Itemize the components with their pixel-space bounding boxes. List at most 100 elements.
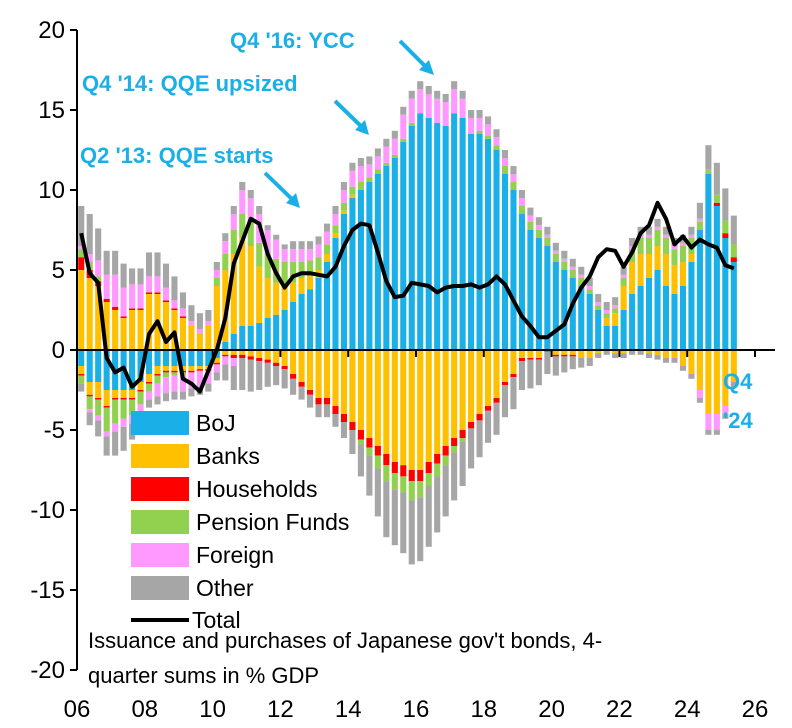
- bar-households: [129, 308, 136, 310]
- legend-swatch-other: [131, 576, 189, 600]
- bar-boj: [722, 238, 729, 350]
- bar-pension-funds: [705, 169, 712, 174]
- bar-banks: [264, 350, 271, 360]
- bar-foreign: [137, 284, 144, 309]
- bar-other: [145, 399, 153, 408]
- bar-banks: [323, 350, 331, 398]
- bar-foreign: [162, 287, 170, 301]
- annotation-arrowhead-qqe-starts: [286, 193, 300, 208]
- bar-other: [476, 420, 483, 458]
- bar-boj: [129, 350, 136, 390]
- bar-banks: [281, 286, 288, 310]
- bar-foreign: [544, 234, 551, 238]
- bar-pension-funds: [544, 238, 551, 246]
- y-tick-label: -15: [30, 577, 65, 604]
- bar-boj: [451, 113, 458, 350]
- bar-foreign: [476, 118, 483, 131]
- bar-foreign: [603, 310, 610, 314]
- bar-pension-funds: [501, 166, 509, 174]
- bar-other: [400, 492, 407, 554]
- bar-boj: [391, 158, 398, 350]
- bar-foreign: [213, 364, 220, 373]
- bar-boj: [400, 142, 407, 350]
- bar-other: [366, 455, 373, 496]
- bar-other: [213, 372, 220, 381]
- x-tick-label: 24: [674, 696, 701, 723]
- bar-other: [510, 377, 517, 410]
- bar-boj: [137, 350, 144, 382]
- bar-other: [561, 356, 568, 373]
- bar-other: [603, 302, 610, 310]
- bar-banks: [137, 382, 144, 390]
- bar-banks: [290, 282, 297, 302]
- bar-boj: [544, 246, 551, 350]
- bar-other: [688, 226, 695, 235]
- bar-other: [239, 358, 246, 390]
- bar-foreign: [171, 375, 178, 392]
- chart-note-line-1: Issuance and purchases of Japanese gov't…: [88, 628, 602, 653]
- bar-pension-funds: [112, 399, 119, 424]
- bar-banks: [383, 350, 390, 454]
- annotation-ycc: Q4 '16: YCC: [230, 28, 355, 53]
- bar-foreign: [205, 370, 212, 384]
- bar-other: [696, 398, 703, 403]
- bar-banks: [688, 254, 695, 262]
- bar-foreign: [196, 329, 203, 334]
- y-tick-label: 5: [52, 257, 65, 284]
- bar-other: [679, 366, 687, 371]
- x-tick-label: 18: [470, 696, 497, 723]
- bar-foreign: [154, 276, 161, 293]
- bar-other: [713, 430, 720, 435]
- bar-pension-funds: [561, 262, 568, 270]
- x-tick-label: 16: [403, 696, 430, 723]
- bar-households: [171, 370, 178, 373]
- y-tick-label: 10: [38, 177, 65, 204]
- bar-other: [552, 356, 559, 376]
- bar-households: [425, 462, 432, 474]
- bar-other: [281, 369, 288, 389]
- bar-banks: [239, 238, 246, 326]
- bar-banks: [340, 350, 348, 414]
- bar-foreign: [595, 302, 602, 306]
- y-tick-label: 0: [52, 337, 65, 364]
- bar-households: [552, 354, 559, 357]
- bar-foreign: [222, 356, 229, 365]
- bar-pension-funds: [323, 244, 331, 254]
- bar-foreign: [340, 190, 348, 203]
- bar-boj: [417, 113, 424, 350]
- bar-boj: [476, 134, 483, 350]
- bar-households: [154, 374, 161, 376]
- bar-other: [95, 420, 102, 437]
- bar-foreign: [95, 260, 102, 277]
- bar-pension-funds: [145, 383, 153, 392]
- annotation-qqe-starts: Q2 '13: QQE starts: [80, 143, 274, 168]
- bar-other: [112, 250, 119, 275]
- bar-pension-funds: [612, 308, 619, 314]
- bar-banks: [247, 350, 254, 357]
- bar-other: [688, 374, 695, 379]
- legend-swatch-foreign: [131, 543, 189, 567]
- bar-other: [290, 241, 297, 250]
- bar-other: [569, 258, 576, 267]
- bar-pension-funds: [646, 238, 653, 254]
- legend-label-banks: Banks: [196, 443, 260, 469]
- bar-pension-funds: [307, 260, 314, 277]
- bar-households: [408, 470, 415, 482]
- bar-foreign: [171, 300, 178, 309]
- bar-households: [535, 358, 542, 360]
- bar-banks: [323, 254, 331, 262]
- bar-pension-funds: [349, 186, 356, 195]
- bar-boj: [713, 206, 720, 350]
- x-tick-labels: 06 08 10 12 14 16 18 20 22 24 26: [64, 350, 768, 723]
- annotation-24: '24: [723, 408, 753, 433]
- bar-households: [95, 398, 102, 400]
- bar-foreign: [213, 270, 220, 278]
- bar-pension-funds: [552, 254, 559, 262]
- bar-other: [86, 214, 93, 254]
- bar-foreign: [323, 231, 331, 245]
- bar-pension-funds: [408, 481, 415, 501]
- bar-foreign: [646, 234, 653, 238]
- bar-banks: [527, 350, 534, 358]
- bar-banks: [103, 302, 110, 350]
- bar-foreign: [315, 244, 322, 258]
